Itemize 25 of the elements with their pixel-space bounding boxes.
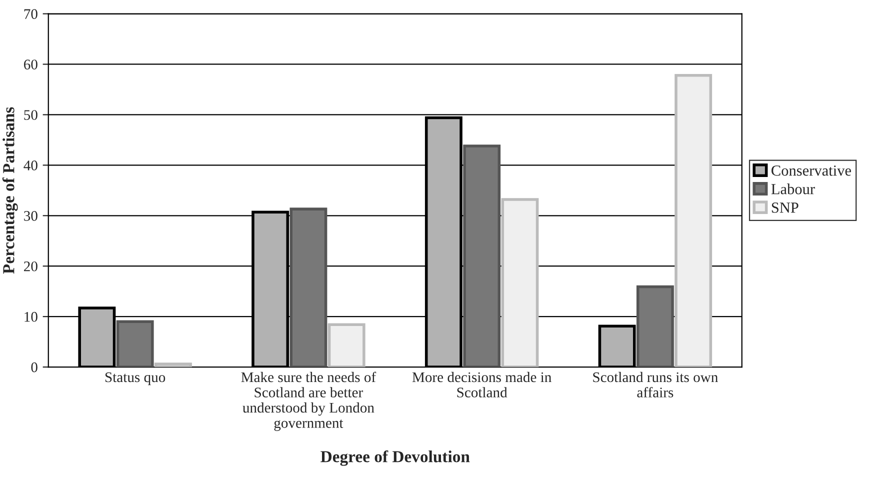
bar bbox=[501, 198, 539, 368]
y-tick-label: 60 bbox=[24, 60, 38, 70]
x-tick-label: Scotland runs its own affairs bbox=[593, 372, 718, 398]
bar bbox=[636, 285, 674, 368]
bar bbox=[674, 74, 712, 368]
legend-label: SNP bbox=[772, 202, 798, 213]
y-tick-label: 50 bbox=[24, 110, 38, 120]
bar bbox=[154, 362, 192, 368]
legend-label: Conservative bbox=[772, 165, 851, 176]
y-tick-label: 10 bbox=[24, 312, 38, 322]
bar bbox=[463, 144, 501, 368]
y-tick-label: 0 bbox=[31, 362, 38, 372]
bar bbox=[290, 208, 328, 368]
legend-label: Labour bbox=[771, 184, 815, 194]
x-tick-label: Status quo bbox=[105, 372, 166, 386]
y-axis-title: Percentage of Partisans bbox=[2, 107, 18, 274]
y-tick-label: 70 bbox=[24, 9, 38, 19]
x-axis-title: Degree of Devolution bbox=[320, 450, 470, 466]
bar bbox=[328, 323, 366, 368]
x-tick-label: Make sure the needs of Scotland are better understood by London government bbox=[241, 372, 376, 431]
y-tick-label: 30 bbox=[24, 211, 38, 221]
bar bbox=[116, 320, 154, 368]
y-tick-label: 40 bbox=[24, 160, 38, 170]
y-tick-label: 20 bbox=[24, 261, 38, 272]
x-tick-label: More decisions made in Scotland bbox=[412, 372, 552, 398]
